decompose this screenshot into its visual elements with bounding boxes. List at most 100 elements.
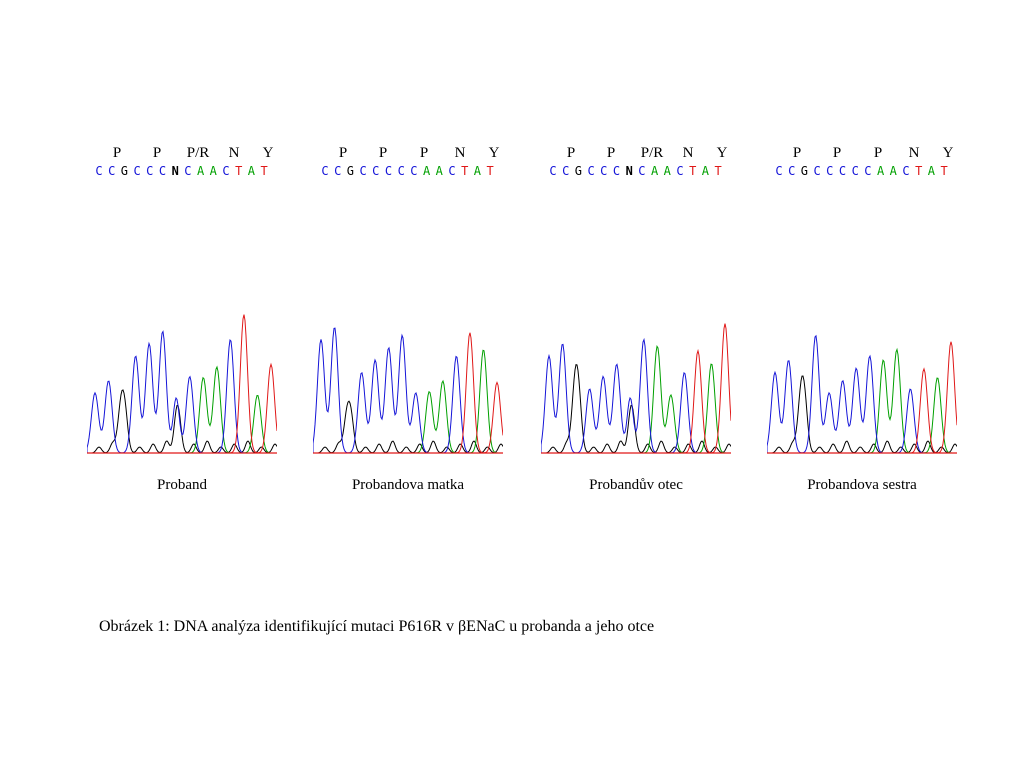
- base-call: T: [689, 164, 697, 178]
- trace-G-line: [767, 375, 957, 454]
- trace-C-line: [767, 334, 957, 454]
- base-call: C: [851, 164, 859, 178]
- base-call: A: [927, 164, 936, 178]
- panel-label: Probandova sestra: [807, 477, 917, 493]
- amino-acid-label: P: [792, 145, 802, 161]
- amino-acid-label: N: [682, 145, 694, 161]
- amino-acid-label: P: [112, 145, 122, 161]
- amino-acid-label: P: [378, 145, 388, 161]
- amino-acid-label: P: [606, 145, 616, 161]
- amino-acid-label: Y: [488, 145, 500, 161]
- base-call: C: [562, 164, 570, 178]
- base-call: C: [826, 164, 834, 178]
- chromatogram-trace: [313, 327, 503, 454]
- chromatogram-trace: [541, 323, 731, 454]
- base-call: C: [600, 164, 608, 178]
- base-call: C: [222, 164, 230, 178]
- amino-acid-label: N: [228, 145, 240, 161]
- amino-acid-label: P: [566, 145, 576, 161]
- base-call: C: [587, 164, 595, 178]
- panel-label: Proband: [157, 477, 207, 493]
- base-call: C: [638, 164, 646, 178]
- base-call: G: [800, 164, 809, 178]
- base-call: C: [334, 164, 342, 178]
- trace-G-line: [541, 363, 731, 454]
- base-call: C: [108, 164, 116, 178]
- base-call: A: [650, 164, 659, 178]
- base-call: A: [247, 164, 256, 178]
- trace-G-line: [313, 400, 503, 454]
- base-call: C: [448, 164, 456, 178]
- chromatogram-trace: [87, 314, 277, 454]
- base-call: C: [184, 164, 192, 178]
- base-call: T: [260, 164, 268, 178]
- amino-acid-label: P: [419, 145, 429, 161]
- base-call: C: [549, 164, 557, 178]
- base-call: C: [838, 164, 847, 178]
- base-call: C: [95, 164, 103, 178]
- base-call: T: [461, 164, 469, 178]
- base-call: C: [612, 164, 621, 178]
- base-call: C: [158, 164, 167, 178]
- base-call: C: [384, 164, 393, 178]
- amino-acid-label: N: [908, 145, 920, 161]
- amino-acid-label: P/R: [640, 145, 664, 161]
- amino-acid-row: P P P/R N Y: [541, 145, 731, 163]
- base-call: T: [486, 164, 494, 178]
- panel-label: Probandův otec: [589, 477, 683, 493]
- base-call: C: [397, 164, 405, 178]
- base-call: A: [663, 164, 671, 178]
- amino-acid-label: Y: [716, 145, 728, 161]
- base-call: C: [788, 164, 796, 178]
- base-call: T: [714, 164, 722, 178]
- figure-caption: Obrázek 1: DNA analýza identifikující mu…: [99, 618, 655, 635]
- amino-acid-label: P/R: [186, 145, 210, 161]
- amino-acid-label: Y: [262, 145, 274, 161]
- base-call: C: [864, 164, 872, 178]
- base-call: A: [889, 164, 897, 178]
- base-call: A: [876, 164, 885, 178]
- amino-acid-label: P: [152, 145, 162, 161]
- base-call: A: [196, 164, 205, 178]
- base-call: C: [410, 164, 418, 178]
- trace-G-line: [87, 389, 277, 454]
- base-call: C: [902, 164, 910, 178]
- base-call: A: [473, 164, 482, 178]
- base-call: G: [574, 164, 583, 178]
- base-call: T: [915, 164, 923, 178]
- base-call: T: [940, 164, 948, 178]
- base-call: C: [146, 164, 154, 178]
- base-call: T: [235, 164, 243, 178]
- base-call: A: [209, 164, 217, 178]
- chromatogram-panel-proband: P P P/R N Y C C G C C C N C A A C T A T Proband: [87, 145, 277, 505]
- base-call: C: [321, 164, 329, 178]
- amino-acid-row: P P P/R N Y: [87, 145, 277, 163]
- base-call: A: [701, 164, 710, 178]
- amino-acid-label: Y: [942, 145, 954, 161]
- amino-acid-label: P: [832, 145, 842, 161]
- amino-acid-label: N: [454, 145, 466, 161]
- base-call: C: [676, 164, 684, 178]
- chromatogram-panel-mother: P P P N Y C C G C C C C C A A C T A T Probandova matka: [313, 145, 503, 505]
- base-call: C: [372, 164, 380, 178]
- chromatogram-panel-sister: P P P N Y C C G C C C C C A A C T A T Probandova sestra: [767, 145, 957, 505]
- base-call: N: [625, 164, 633, 178]
- chromatogram-trace: [767, 334, 957, 454]
- base-call: C: [775, 164, 783, 178]
- base-call: C: [359, 164, 367, 178]
- base-call: C: [813, 164, 821, 178]
- amino-acid-label: P: [873, 145, 883, 161]
- base-call: C: [133, 164, 141, 178]
- chromatogram-panel-father: P P P/R N Y C C G C C C N C A A C T A T Probandův otec: [541, 145, 731, 505]
- panel-label: Probandova matka: [351, 477, 465, 493]
- amino-acid-label: P: [338, 145, 348, 161]
- base-call: G: [120, 164, 129, 178]
- base-call: G: [346, 164, 355, 178]
- base-call: A: [435, 164, 443, 178]
- base-call: N: [171, 164, 179, 178]
